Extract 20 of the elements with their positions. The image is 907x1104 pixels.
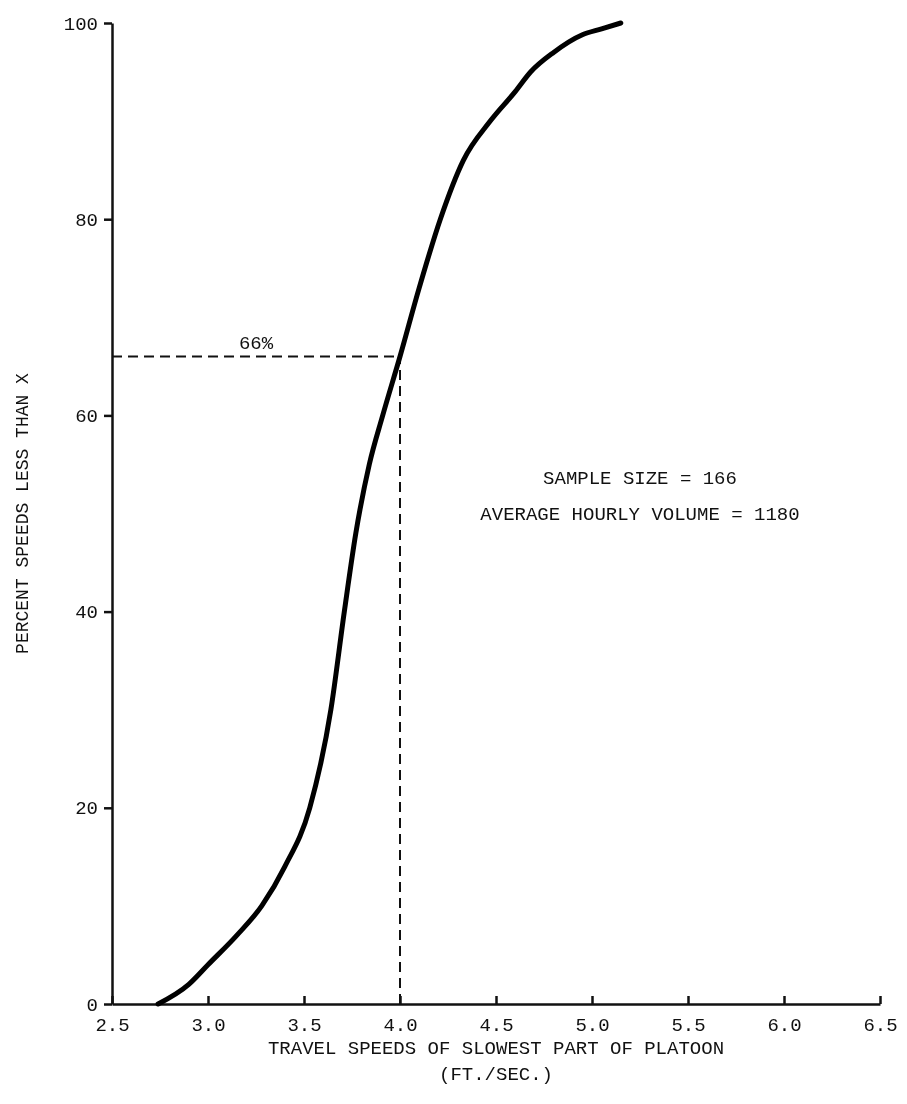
y-tick-label: 60 (75, 405, 98, 428)
x-tick-label: 4.0 (383, 1015, 418, 1038)
x-tick-label: 3.5 (287, 1015, 322, 1038)
y-axis-title: PERCENT SPEEDS LESS THAN X (13, 372, 33, 654)
y-tick-label: 100 (63, 13, 98, 36)
y-tick-label: 80 (75, 209, 98, 232)
y-tick-label: 0 (86, 994, 98, 1017)
ref-line-label: 66% (238, 332, 274, 355)
x-tick-label: 6.5 (863, 1015, 898, 1038)
x-tick-label: 3.0 (191, 1015, 226, 1038)
x-tick-label: 6.0 (767, 1015, 802, 1038)
annotation: AVERAGE HOURLY VOLUME = 1180 (480, 504, 800, 527)
x-tick-label: 4.5 (479, 1015, 514, 1038)
x-tick-label: 5.0 (575, 1015, 610, 1038)
y-tick-label: 40 (75, 602, 98, 625)
annotation: SAMPLE SIZE = 166 (543, 468, 737, 491)
x-axis-title: TRAVEL SPEEDS OF SLOWEST PART OF PLATOON (FT./SEC.) (267, 1038, 725, 1086)
x-tick-label: 5.5 (671, 1015, 706, 1038)
y-tick-label: 20 (75, 798, 98, 821)
x-tick-label: 2.5 (95, 1015, 130, 1038)
